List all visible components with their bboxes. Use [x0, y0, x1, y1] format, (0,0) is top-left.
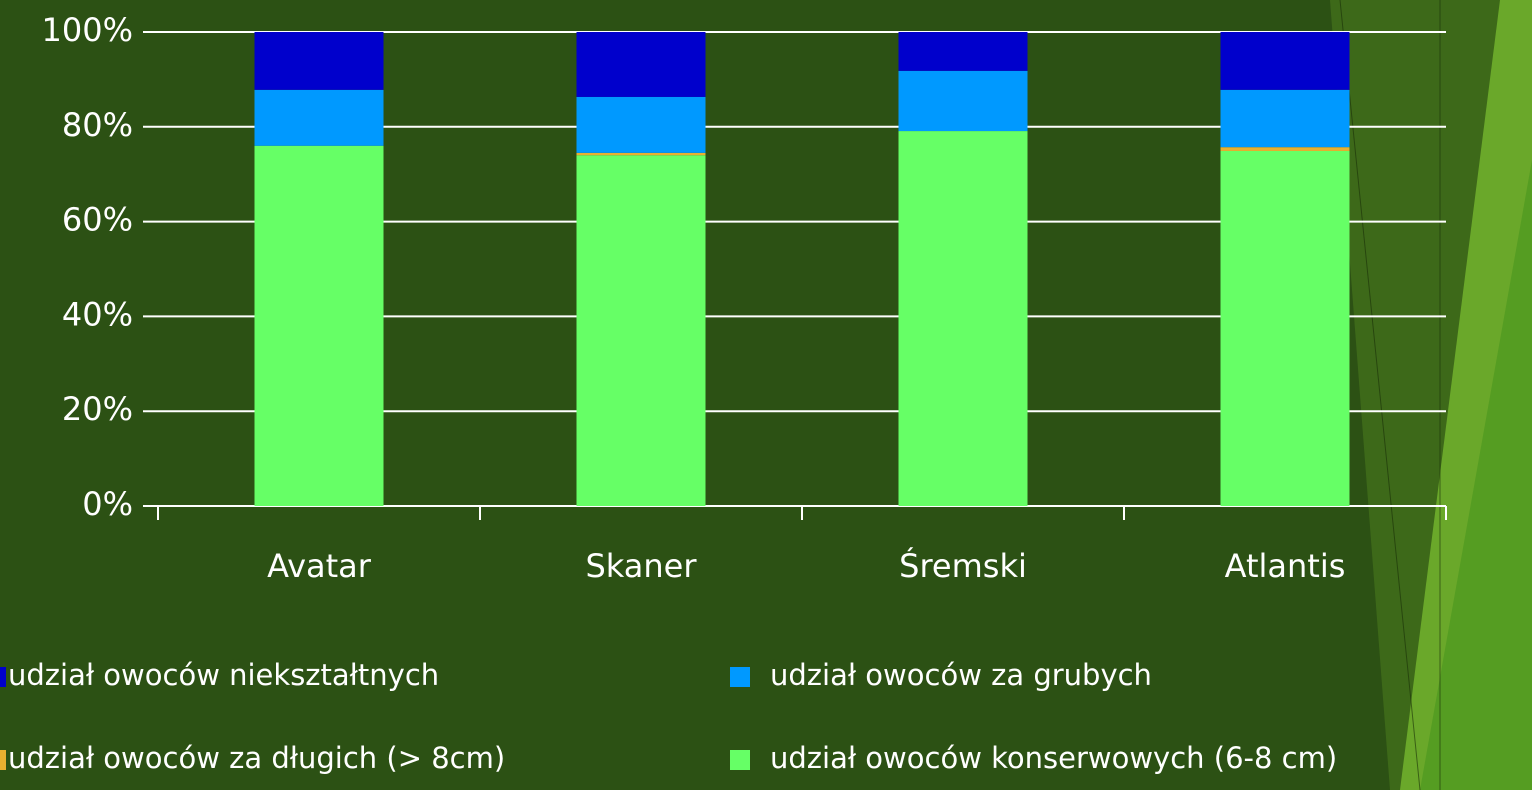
y-tick-label: 60%	[62, 201, 133, 239]
legend-label: udział owoców za długich (> 8cm)	[8, 741, 505, 775]
x-tick-label: Atlantis	[1225, 547, 1346, 585]
background-decoration	[1330, 0, 1532, 790]
bar-segment	[254, 145, 384, 506]
bar-segment	[898, 131, 1028, 507]
x-tick-label: Avatar	[267, 547, 372, 585]
legend-label: udział owoców za grubych	[770, 658, 1152, 692]
bar-segment	[1220, 32, 1350, 90]
legend-label: udział owoców niekształtnych	[8, 658, 439, 692]
legend-marker	[730, 667, 750, 687]
bar-segment	[1220, 89, 1350, 148]
legend-marker	[0, 667, 6, 687]
bar-segment	[576, 96, 706, 153]
x-tick-label: Skaner	[585, 547, 697, 585]
bar-segment	[1220, 147, 1350, 151]
bar-segment	[576, 152, 706, 156]
bar-segment	[1220, 150, 1350, 506]
y-tick-label: 100%	[42, 11, 133, 49]
x-tick-label: Śremski	[899, 546, 1027, 585]
bar-segment	[254, 32, 384, 90]
bar-segment	[576, 155, 706, 507]
bar-segment	[898, 32, 1028, 71]
y-tick-label: 80%	[62, 106, 133, 144]
bar-segment	[576, 32, 706, 97]
legend-marker	[0, 750, 6, 770]
legend-marker	[730, 750, 750, 770]
legend-label: udział owoców konserwowych (6-8 cm)	[770, 741, 1337, 775]
y-tick-label: 0%	[82, 485, 133, 523]
y-tick-label: 20%	[62, 390, 133, 428]
bar-segment	[254, 89, 384, 146]
bar-segment	[898, 70, 1028, 132]
y-tick-label: 40%	[62, 295, 133, 333]
